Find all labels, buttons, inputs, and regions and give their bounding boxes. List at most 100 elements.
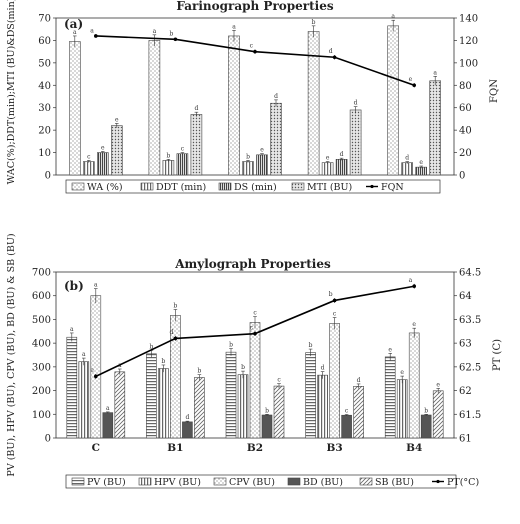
chart-a-legend-label: DS (min) <box>234 182 277 193</box>
chart-a-significance-letter: b <box>246 153 250 160</box>
chart-a-y2tick-label: 120 <box>459 36 478 47</box>
chart-b-ytick-label: 100 <box>32 410 51 421</box>
chart-b-y2tick-label: 62.5 <box>459 362 481 373</box>
chart-a-bar <box>256 154 268 176</box>
chart-a-line-letter: a <box>90 27 94 34</box>
chart-a-significance-letter: b <box>166 152 170 159</box>
chart-b-category-label: C <box>92 442 100 454</box>
chart-a-bar <box>228 35 240 176</box>
chart-b-bar <box>329 323 340 439</box>
chart-b-significance-letter: c <box>345 408 349 415</box>
chart-a-y2tick-label: 20 <box>459 148 472 159</box>
chart-a-title: Farinograph Properties <box>176 0 333 13</box>
chart-b-bar <box>273 385 285 439</box>
chart-a-legend-swatch <box>140 182 154 191</box>
chart-b-legend-swatch <box>287 477 301 486</box>
chart-b-line-letter: d <box>170 329 174 336</box>
chart-b-ytick-label: 400 <box>32 339 51 350</box>
chart-a-bar <box>69 41 81 176</box>
chart-b-legend-label: BD (BU) <box>303 477 343 488</box>
chart-a-line-letter: d <box>329 48 333 55</box>
chart-a-legend-label: WA (%) <box>87 182 123 193</box>
chart-b-significance-letter: e <box>388 346 392 353</box>
chart-a-legend-label: DDT (min) <box>156 182 206 193</box>
chart-b-significance-letter: b <box>309 342 313 349</box>
chart-b-significance-letter: b <box>265 407 269 414</box>
chart-a-ylabel: WAC(%);DDT(min);MTI (BU)&DS(min) <box>6 0 17 184</box>
chart-a-bar <box>307 31 320 176</box>
chart-a-line-series <box>95 35 415 87</box>
chart-b-ytick-label: 500 <box>32 315 51 326</box>
chart-a-significance-letter: e <box>326 155 330 162</box>
chart-b-significance-letter: a <box>94 282 98 289</box>
chart-b-bar <box>78 361 90 439</box>
chart-a-significance-letter: d <box>274 93 278 100</box>
chart-b-bar <box>249 322 261 439</box>
chart-b-bar <box>432 390 444 439</box>
chart-b-significance-letter: b <box>241 364 245 371</box>
chart-b-legend-label: PV (BU) <box>87 477 126 488</box>
chart-a-y2tick-label: 0 <box>459 171 465 182</box>
chart-b-bar <box>114 371 126 439</box>
chart-b-significance-letter: c <box>333 311 337 318</box>
chart-a-bar <box>242 161 254 176</box>
chart-a-significance-letter: c <box>181 146 185 153</box>
chart-b-line-letter: c <box>250 324 254 331</box>
chart-b-line-letter: b <box>329 291 333 298</box>
chart-b-bar <box>158 368 169 439</box>
chart-b-bar <box>66 336 78 439</box>
chart-a-bar <box>190 114 203 176</box>
chart-a-bar <box>83 161 95 176</box>
chart-a-significance-letter: d <box>405 155 409 162</box>
chart-b-bar <box>341 414 352 439</box>
chart-a-bar <box>415 166 428 176</box>
chart-a-significance-letter: a <box>391 13 395 20</box>
chart-a-legend-line-dot <box>370 184 374 189</box>
chart-a-significance-letter: a <box>232 23 236 30</box>
chart-b-legend-label: HPV (BU) <box>154 477 201 488</box>
chart-b-significance-letter: b <box>173 302 177 309</box>
chart-b-y2tick-label: 61 <box>459 434 472 445</box>
chart-b-ytick-label: 700 <box>32 268 51 279</box>
chart-a-bar <box>270 102 282 176</box>
chart-b-legend-swatch <box>138 477 152 486</box>
chart-a-bar <box>176 153 189 176</box>
chart-a-bar <box>148 40 161 176</box>
chart-b-significance-letter: a <box>106 405 110 412</box>
chart-b-legend-label: CPV (BU) <box>229 477 275 488</box>
chart-a-y2tick-label: 100 <box>459 58 478 69</box>
chart-a-bar <box>401 162 414 176</box>
chart-b-significance-letter: e <box>412 321 416 328</box>
chart-a-significance-letter: d <box>354 100 358 107</box>
chart-b-bar <box>317 374 328 439</box>
chart-a-significance-letter: e <box>260 147 264 154</box>
chart-b-ytick-label: 600 <box>32 291 51 302</box>
chart-b-significance-letter: b <box>149 343 153 350</box>
chart-b-title: Amylograph Properties <box>174 257 331 271</box>
chart-a-y2label: FQN <box>489 79 500 103</box>
chart-b-line-letter: a <box>409 277 413 284</box>
chart-b-significance-letter: d <box>357 377 361 384</box>
chart-b-bar <box>225 351 237 439</box>
chart-a-legend-box <box>65 179 441 194</box>
chart-b-category-label: B4 <box>406 442 422 454</box>
chart-b-ytick-label: 300 <box>32 362 51 373</box>
chart-b-y2tick-label: 64.5 <box>459 268 481 279</box>
chart-a-significance-letter: e <box>419 159 423 166</box>
chart-a-bar <box>429 80 442 176</box>
chart-b-significance-letter: b <box>424 407 428 414</box>
chart-b-legend-line-dot <box>436 479 440 484</box>
chart-b-bar <box>182 421 193 439</box>
chart-b-legend-swatch <box>213 477 227 486</box>
chart-a-line-letter: c <box>250 42 254 49</box>
chart-b-plot: 0 100 200 300 400 500 600 700 61 61.5 62 62.5 63 63.5… <box>32 268 481 489</box>
chart-a-legend-swatch <box>71 182 85 191</box>
chart-a-ytick-label: 60 <box>38 36 51 47</box>
chart-a-panel-label: (a) <box>64 17 83 31</box>
chart-b-bar <box>384 356 396 439</box>
chart-b-significance-letter: d <box>321 365 325 372</box>
chart-b-panel-label: (b) <box>64 279 84 293</box>
chart-b-bar <box>305 352 316 439</box>
